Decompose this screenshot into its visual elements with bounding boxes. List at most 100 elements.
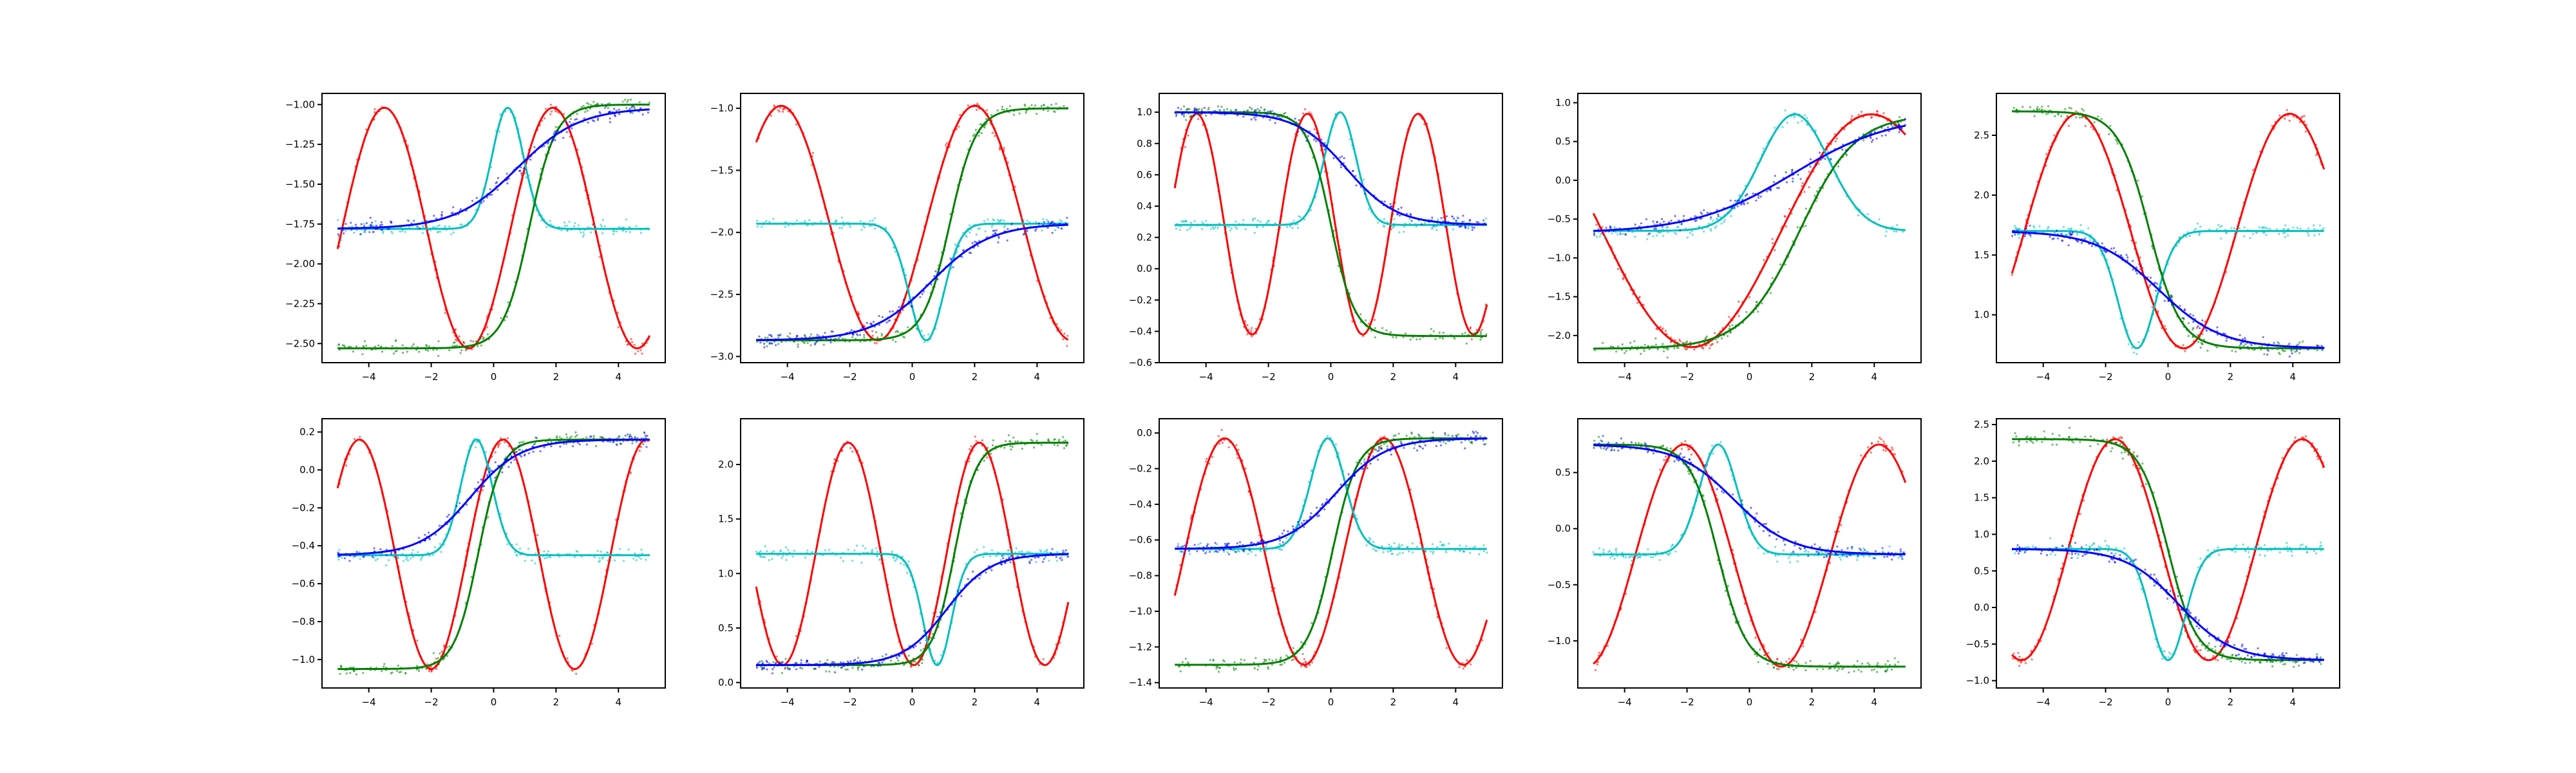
data-point — [782, 108, 784, 111]
data-point — [927, 638, 930, 641]
data-point — [864, 547, 867, 549]
data-point — [2133, 351, 2136, 354]
data-point — [1063, 447, 1065, 450]
data-point — [895, 558, 898, 561]
data-point — [372, 231, 374, 233]
data-point — [1791, 168, 1794, 171]
data-point — [556, 129, 559, 133]
data-point — [808, 339, 811, 342]
series-sigmoid-3 — [337, 431, 650, 676]
data-point — [921, 662, 923, 664]
data-point — [2234, 233, 2237, 236]
data-point — [469, 339, 472, 342]
data-point — [1803, 191, 1806, 193]
data-point — [433, 546, 436, 549]
data-point — [838, 227, 841, 229]
data-point — [1254, 217, 1256, 220]
data-point — [480, 478, 482, 481]
data-point — [514, 551, 516, 553]
data-point — [510, 461, 513, 464]
data-point — [1386, 221, 1388, 224]
data-point — [1799, 178, 1802, 180]
data-point — [486, 196, 489, 199]
data-point — [1024, 104, 1027, 107]
data-point — [1746, 193, 1748, 196]
data-point — [1296, 131, 1299, 133]
data-point — [1315, 140, 1318, 142]
data-point — [1598, 235, 1601, 238]
data-point — [902, 298, 905, 301]
data-point — [2036, 108, 2039, 111]
data-point — [1652, 235, 1654, 238]
data-point — [1880, 126, 1883, 129]
data-point — [1242, 219, 1245, 222]
data-point — [365, 128, 368, 131]
data-point — [1609, 225, 1611, 227]
y-tick-label: 1.0 — [718, 568, 734, 579]
data-point — [490, 166, 493, 169]
data-point — [1784, 109, 1786, 112]
data-point — [851, 336, 854, 338]
data-point — [2079, 224, 2082, 226]
data-point — [1708, 222, 1710, 225]
data-point — [896, 330, 898, 332]
y-tick-label: −1.0 — [1548, 252, 1571, 263]
data-point — [635, 225, 638, 227]
data-point — [1284, 111, 1287, 115]
series-line — [336, 106, 651, 350]
data-point — [641, 113, 644, 116]
data-point — [842, 560, 844, 562]
data-point — [1030, 104, 1033, 106]
x-tick-label: −4 — [1618, 371, 1632, 383]
data-point — [363, 231, 365, 233]
data-point — [1473, 226, 1476, 229]
data-point — [401, 344, 404, 347]
data-point — [586, 110, 589, 112]
data-point — [1026, 551, 1028, 553]
data-point — [1662, 343, 1664, 345]
data-point — [771, 668, 774, 671]
data-point — [452, 206, 455, 209]
data-point — [1299, 216, 1302, 218]
data-point — [1714, 332, 1716, 334]
y-tick-label: −2.25 — [285, 298, 315, 309]
data-point — [507, 466, 510, 468]
data-point — [2275, 228, 2278, 231]
data-point — [1271, 110, 1273, 112]
data-point — [828, 339, 830, 341]
data-point — [450, 212, 453, 215]
data-point — [455, 338, 457, 341]
data-point — [889, 660, 893, 662]
data-point — [1315, 131, 1318, 135]
data-point — [826, 659, 829, 662]
data-point — [630, 338, 632, 341]
data-point — [1736, 200, 1739, 202]
data-point — [594, 224, 596, 226]
data-point — [1036, 113, 1038, 115]
data-point — [615, 110, 618, 112]
data-point — [640, 446, 643, 448]
data-point — [1884, 234, 1887, 237]
data-point — [376, 558, 379, 560]
data-point — [2053, 134, 2056, 137]
data-point — [1674, 215, 1676, 217]
data-point — [799, 667, 802, 669]
data-point — [973, 133, 976, 136]
data-point — [2292, 226, 2295, 229]
data-point — [2192, 328, 2194, 330]
data-point — [974, 240, 976, 243]
data-point — [834, 221, 837, 224]
data-point — [1648, 233, 1651, 235]
data-point — [764, 545, 766, 548]
data-point — [1035, 228, 1037, 231]
data-point — [1374, 327, 1376, 329]
data-point — [1875, 137, 1878, 140]
data-point — [1046, 106, 1049, 108]
data-point — [1814, 195, 1816, 197]
data-point — [1246, 333, 1249, 336]
x-tick-label: 0 — [491, 371, 497, 383]
y-tick-label: 2.0 — [1974, 189, 1989, 201]
data-point — [1291, 227, 1294, 229]
data-point — [976, 109, 978, 111]
data-point — [967, 104, 969, 107]
